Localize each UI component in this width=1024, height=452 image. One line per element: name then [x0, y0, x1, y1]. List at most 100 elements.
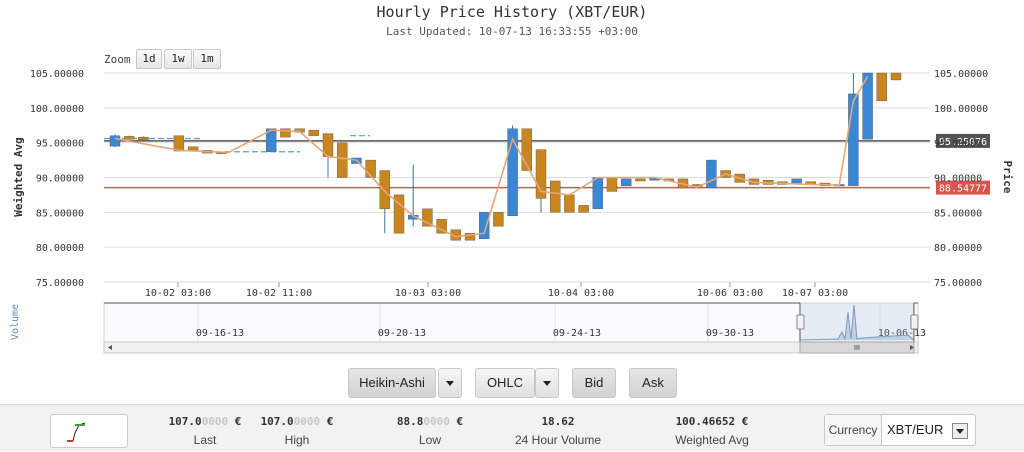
chart-type-caret-icon[interactable] [438, 368, 462, 398]
ask-button[interactable]: Ask [629, 368, 677, 398]
candle-body [564, 194, 575, 213]
price-type-caret-icon[interactable] [535, 368, 559, 398]
y-tick-label-right: 105.00000 [934, 69, 988, 80]
stat-unit: € [735, 415, 749, 428]
stat-value-padding: 0000 [293, 415, 321, 428]
candle-body [365, 159, 376, 178]
x-tick-label: 10-04 03:00 [548, 288, 614, 299]
x-tick-label: 10-02 03:00 [145, 288, 211, 299]
y-tick-label-left: 95.00000 [36, 139, 84, 150]
stats-footer: 107.00000 € Last 107.00000 € High 88.80000 €… [0, 404, 1024, 451]
axis-labels: 105.00000 105.00000 100.00000 100.00000 95.0… [12, 69, 1014, 299]
chart-title: Hourly Price History (XBT/EUR) [376, 3, 648, 21]
x-tick-label: 10-06 03:00 [697, 288, 763, 299]
navigator[interactable]: Volume 09-16-13 09-20-13 09-24-13 09-30-13 10… [10, 302, 926, 354]
weighted-avg-series [114, 76, 869, 238]
zoom-1m-button[interactable]: 1m [193, 49, 221, 69]
stat-24-hour-volume: 18.62 24 Hour Volume [493, 415, 623, 447]
y-tick-label-right: 100.00000 [934, 104, 988, 115]
zoom-1w-button[interactable]: 1w [164, 49, 192, 69]
navigator-handle-right [910, 314, 919, 330]
stat-low: 88.80000 € Low [365, 415, 495, 447]
stat-label: Low [418, 433, 441, 447]
y-axis-title-left: Weighted Avg [12, 137, 25, 216]
stat-value: 107.00000 € [140, 415, 270, 428]
navigator-axis-title: Volume [10, 304, 21, 340]
y-tick-label-left: 85.00000 [36, 208, 84, 219]
y-tick-label-left: 80.00000 [36, 243, 84, 254]
bid-button[interactable]: Bid [572, 368, 616, 398]
candle-body [848, 93, 859, 187]
candle-body [621, 178, 632, 187]
y-tick-label-left: 105.00000 [30, 69, 84, 80]
candle-body [706, 159, 717, 189]
candle-body [890, 72, 902, 81]
y-tick-label-left: 100.00000 [30, 104, 84, 115]
candle-body [479, 212, 490, 240]
stat-label: Last [193, 433, 217, 447]
currency-select-value[interactable]: XBT/EUR [887, 422, 944, 437]
navigator-tick-label: 10-06-13 [878, 328, 926, 339]
candle-body [308, 129, 319, 136]
candle-body [138, 136, 149, 141]
stat-value-main: 88.8 [396, 415, 424, 428]
candle-body [493, 212, 504, 227]
price-marker-badge [936, 180, 990, 195]
currency-dropdown-icon[interactable] [952, 423, 968, 439]
price-marker-value: 95.25076 [939, 137, 987, 148]
x-tick-label: 10-07 03:00 [782, 288, 848, 299]
stat-value: 88.80000 € [365, 415, 495, 428]
candle-body [436, 219, 447, 234]
stat-weighted-avg: 100.46652 € Weighted Avg [647, 415, 777, 447]
candle-body [422, 208, 433, 227]
x-tick-label: 10-02 11:00 [246, 288, 312, 299]
price-type-dropdown[interactable]: OHLC [475, 368, 535, 398]
candle-body [862, 72, 873, 140]
y-tick-label-right: 95.00000 [934, 139, 982, 150]
navigator-tick-label: 09-20-13 [378, 328, 426, 339]
candlestick-series [109, 72, 902, 241]
candle-body [507, 128, 518, 217]
candle-body [280, 128, 291, 138]
scroll-left-arrow-icon [108, 345, 112, 350]
navigator-volume-series [799, 304, 915, 341]
candle-body [173, 135, 185, 152]
candle-body [578, 205, 589, 213]
stat-high: 107.00000 € High [232, 415, 362, 447]
stat-value: 18.62 [493, 415, 623, 428]
navigator-tick-label: 09-16-13 [196, 328, 244, 339]
weighted-avg-line [114, 76, 869, 238]
price-marker-value: 88.54777 [939, 184, 987, 195]
mini-chart-thumbnail-icon[interactable] [50, 414, 128, 448]
stat-value: 100.46652 € [647, 415, 777, 428]
stat-label: High [284, 433, 310, 447]
navigator-scrollbar-track [103, 341, 919, 354]
price-chart: 95.25076 88.54777 105.00000 105.00000 100.0… [10, 69, 1014, 354]
stat-value-padding: 0000 [423, 415, 450, 428]
x-tick-label: 10-03 03:00 [395, 288, 461, 299]
stat-value: 107.00000 € [232, 415, 362, 428]
candle-body [337, 142, 348, 178]
candle-body [606, 177, 618, 192]
navigator-handle-left [796, 314, 805, 330]
stat-unit: € [228, 415, 242, 428]
candle-body [393, 194, 405, 234]
y-tick-label-left: 90.00000 [36, 174, 84, 185]
chart-type-dropdown[interactable]: Heikin-Ashi [348, 368, 436, 398]
navigator-tick-label: 09-30-13 [706, 328, 754, 339]
y-axis-title-right: Price [1001, 160, 1014, 193]
stat-value-main: 107.0 [168, 415, 202, 428]
last-updated-subtitle: Last Updated: 10-07-13 16:33:55 +03:00 [386, 25, 638, 38]
zoom-1d-button[interactable]: 1d [136, 49, 162, 69]
candle-body [464, 233, 476, 241]
navigator-window [799, 303, 914, 342]
price-marker-badge [936, 133, 990, 148]
candle-body [535, 149, 547, 199]
stat-value-main: 100.46652 [675, 415, 736, 428]
stat-value-main: 107.0 [260, 415, 294, 428]
currency-selector[interactable]: Currency XBT/EUR [824, 414, 976, 446]
y-tick-label-left: 75.00000 [36, 278, 84, 289]
candle-body [109, 135, 121, 147]
stat-value-main: 18.62 [541, 415, 575, 428]
currency-label: Currency [825, 415, 882, 445]
